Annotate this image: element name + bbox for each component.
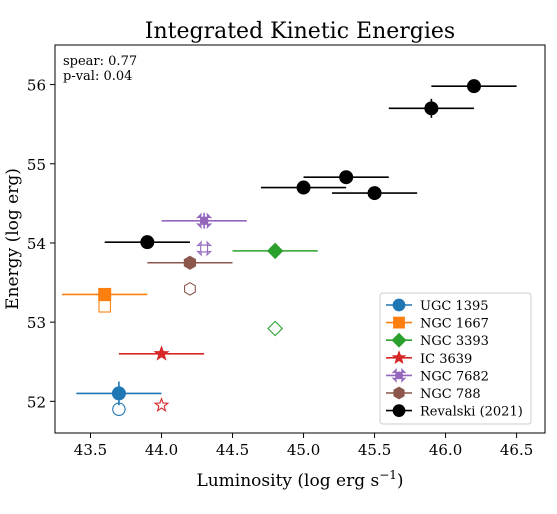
legend-marker [391,367,407,383]
legend-item-revalski-2021: Revalski (2021) [386,404,523,420]
legend: UGC 1395 NGC 1667 NGC 3393 IC 3639 NGC 7682 N… [379,292,532,425]
legend-marker [393,316,405,329]
data-point [466,79,481,94]
legend-marker [392,298,406,312]
y-tick-label: 52 [27,393,46,411]
open-data-point [184,282,196,296]
x-tick-label: 45.5 [358,441,391,459]
legend-marker [392,404,406,417]
x-tick-label: 44.5 [216,441,249,459]
data-point [98,287,112,301]
y-tick-label: 53 [27,314,46,332]
data-point [296,180,311,195]
series-ngc-788 [147,255,233,296]
plot-frame [54,44,546,434]
data-point [424,101,439,116]
legend-item-ugc-1395: UGC 1395 [386,298,489,314]
data-point [183,255,197,270]
legend-item-ngc-1667: NGC 1667 [386,317,489,332]
series-ngc-7682 [161,212,247,257]
legend-item-ic-3639: IC 3639 [386,350,472,367]
y-tick-label: 54 [27,235,46,253]
y-tick-label: 55 [27,156,46,174]
x-axis: 43.5 44.0 44.5 45.0 45.5 46.0 46.5 [74,433,533,459]
legend-label: UGC 1395 [420,299,489,314]
series-ic-3639 [118,345,205,412]
data-point [195,212,213,229]
data-point [266,242,284,260]
x-tick-label: 44.0 [145,441,178,459]
y-tick-label: 56 [27,77,46,95]
open-data-point [267,320,284,337]
series-ugc-1395 [76,381,162,416]
legend-label: NGC 788 [420,387,481,402]
legend-label: NGC 3393 [420,334,489,349]
legend-label: IC 3639 [420,352,472,367]
series-revalski-2021 [104,79,517,250]
legend-marker [393,386,405,400]
open-data-point [98,300,111,313]
data-series [62,79,517,416]
legend-box [379,292,532,425]
y-axis-label: Energy (log erg) [3,168,23,310]
series-ngc-1667 [62,287,148,313]
data-point [339,170,354,185]
legend-label: NGC 7682 [420,369,489,384]
x-tick-label: 46.5 [500,441,533,459]
chart-title: Integrated Kinetic Energies [145,19,455,44]
legend-marker [391,350,407,365]
annotation-pvalue: p-val: 0.04 [63,69,132,84]
legend-label: Revalski (2021) [420,405,523,420]
x-tick-label: 43.5 [74,441,107,459]
data-point [111,386,126,401]
open-data-point [112,402,126,416]
legend-marker [391,332,407,348]
open-data-point [196,240,213,257]
legend-label: NGC 1667 [420,317,489,332]
x-tick-label: 46.0 [429,441,462,459]
data-point [367,186,382,201]
data-point [140,235,155,250]
annotation-spearman: spear: 0.77 [63,54,137,69]
legend-item-ngc-3393: NGC 3393 [386,332,489,349]
legend-item-ngc-788: NGC 788 [386,386,481,402]
x-tick-label: 45.0 [287,441,320,459]
legend-item-ngc-7682: NGC 7682 [386,367,489,384]
open-data-point [153,397,170,412]
data-point [153,345,170,361]
series-ngc-3393 [232,242,318,337]
y-axis: 52 53 54 55 56 [27,77,55,411]
x-axis-label: Luminosity (log erg s−1) [196,468,403,491]
